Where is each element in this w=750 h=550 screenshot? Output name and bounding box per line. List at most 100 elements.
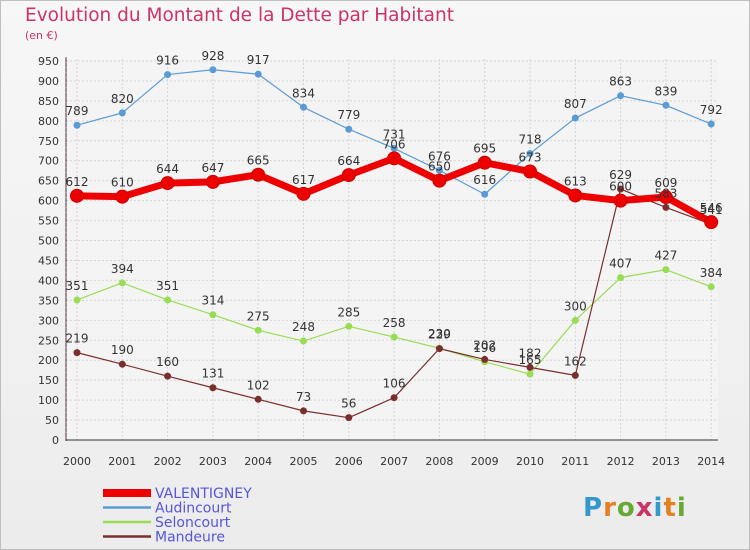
x-tick-label: 2014	[697, 455, 725, 468]
data-label-valentigney: 647	[201, 161, 224, 175]
data-label-audincourt: 789	[66, 104, 89, 118]
x-tick-label: 2001	[108, 455, 136, 468]
data-label-audincourt: 718	[519, 133, 542, 147]
y-tick-label: 800	[38, 115, 59, 128]
x-tick-label: 2013	[652, 455, 680, 468]
data-point-valentigney	[658, 190, 673, 205]
y-tick-label: 900	[38, 75, 59, 88]
y-tick-label: 250	[38, 334, 59, 347]
data-label-audincourt: 731	[383, 127, 406, 141]
data-label-seloncourt: 196	[473, 341, 496, 355]
data-label-valentigney: 546	[700, 201, 723, 215]
legend-label-audincourt: Audincourt	[155, 501, 232, 517]
y-tick-label: 850	[38, 95, 59, 108]
y-tick-label: 450	[38, 254, 59, 267]
x-tick-label: 2003	[199, 455, 227, 468]
data-label-seloncourt: 407	[609, 257, 632, 271]
data-label-seloncourt: 314	[201, 294, 224, 308]
y-tick-label: 500	[38, 235, 59, 248]
data-label-seloncourt: 165	[519, 353, 542, 367]
data-point-valentigney	[70, 188, 84, 203]
data-point-valentigney	[205, 174, 220, 189]
data-label-audincourt: 676	[428, 149, 451, 163]
data-point-mandeure	[390, 394, 398, 402]
data-point-valentigney	[296, 186, 311, 201]
data-label-seloncourt: 300	[564, 299, 587, 313]
data-label-mandeure: 190	[111, 343, 134, 357]
data-point-audincourt	[345, 125, 353, 133]
data-point-seloncourt	[345, 322, 353, 330]
data-point-seloncourt	[571, 316, 579, 324]
x-tick-label: 2002	[154, 455, 182, 468]
data-point-audincourt	[435, 166, 443, 174]
y-tick-label: 550	[38, 215, 59, 228]
chart-unit-label: (en €)	[25, 29, 58, 42]
data-point-mandeure	[435, 345, 443, 353]
data-point-mandeure	[662, 203, 670, 211]
data-label-seloncourt: 351	[156, 279, 179, 293]
data-label-valentigney: 650	[428, 160, 451, 174]
y-tick-label: 300	[38, 314, 59, 327]
y-tick-label: 50	[45, 414, 59, 427]
data-label-mandeure: 229	[428, 328, 451, 342]
proxiti-logo: Proxiti	[583, 493, 687, 523]
data-label-audincourt: 820	[111, 92, 134, 106]
data-label-mandeure: 102	[247, 378, 270, 392]
y-tick-label: 400	[38, 274, 59, 287]
data-point-seloncourt	[209, 311, 217, 319]
data-point-mandeure	[526, 363, 534, 371]
data-label-mandeure: 202	[473, 338, 496, 352]
data-label-seloncourt: 394	[111, 262, 134, 276]
y-tick-label: 150	[38, 374, 59, 387]
data-label-valentigney: 600	[609, 180, 632, 194]
data-point-audincourt	[617, 92, 625, 100]
data-label-valentigney: 706	[383, 137, 406, 151]
data-point-mandeure	[617, 185, 625, 193]
data-label-seloncourt: 285	[337, 305, 360, 319]
data-point-valentigney	[704, 215, 719, 230]
data-label-seloncourt: 384	[700, 266, 723, 280]
data-label-mandeure: 73	[296, 390, 311, 404]
data-point-valentigney	[477, 155, 492, 170]
data-label-valentigney: 617	[292, 173, 315, 187]
data-point-audincourt	[390, 144, 398, 152]
y-tick-label: 350	[38, 294, 59, 307]
y-tick-label: 700	[38, 155, 59, 168]
y-tick-label: 600	[38, 195, 59, 208]
data-point-valentigney	[115, 189, 130, 204]
data-point-audincourt	[164, 71, 172, 79]
data-point-valentigney	[341, 168, 356, 183]
y-tick-label: 750	[38, 135, 59, 148]
data-point-mandeure	[73, 349, 81, 357]
data-label-mandeure: 219	[66, 332, 89, 346]
data-label-seloncourt: 427	[654, 249, 677, 263]
data-label-valentigney: 673	[519, 151, 542, 165]
data-label-mandeure: 106	[383, 377, 406, 391]
data-label-valentigney: 644	[156, 162, 179, 176]
data-label-mandeure: 56	[341, 397, 356, 411]
x-tick-label: 2011	[561, 455, 589, 468]
data-label-valentigney: 610	[111, 176, 134, 190]
data-label-mandeure: 131	[201, 367, 224, 381]
data-label-audincourt: 616	[473, 173, 496, 187]
data-point-seloncourt	[707, 283, 715, 291]
data-label-audincourt: 834	[292, 86, 315, 100]
legend-label-mandeure: Mandeure	[155, 530, 225, 546]
data-point-audincourt	[526, 150, 534, 158]
data-label-seloncourt: 275	[247, 309, 270, 323]
data-point-audincourt	[662, 101, 670, 109]
y-tick-label: 200	[38, 354, 59, 367]
data-point-valentigney	[432, 173, 447, 188]
x-tick-label: 2009	[471, 455, 499, 468]
data-point-mandeure	[118, 360, 126, 368]
x-tick-label: 2000	[63, 455, 91, 468]
data-point-audincourt	[209, 66, 217, 74]
x-tick-label: 2010	[516, 455, 544, 468]
x-tick-label: 2004	[244, 455, 272, 468]
data-label-audincourt: 916	[156, 54, 179, 68]
data-label-valentigney: 665	[247, 154, 270, 168]
legend-label-valentigney: VALENTIGNEY	[155, 486, 252, 502]
data-point-audincourt	[254, 70, 262, 78]
data-label-valentigney: 609	[654, 176, 677, 190]
